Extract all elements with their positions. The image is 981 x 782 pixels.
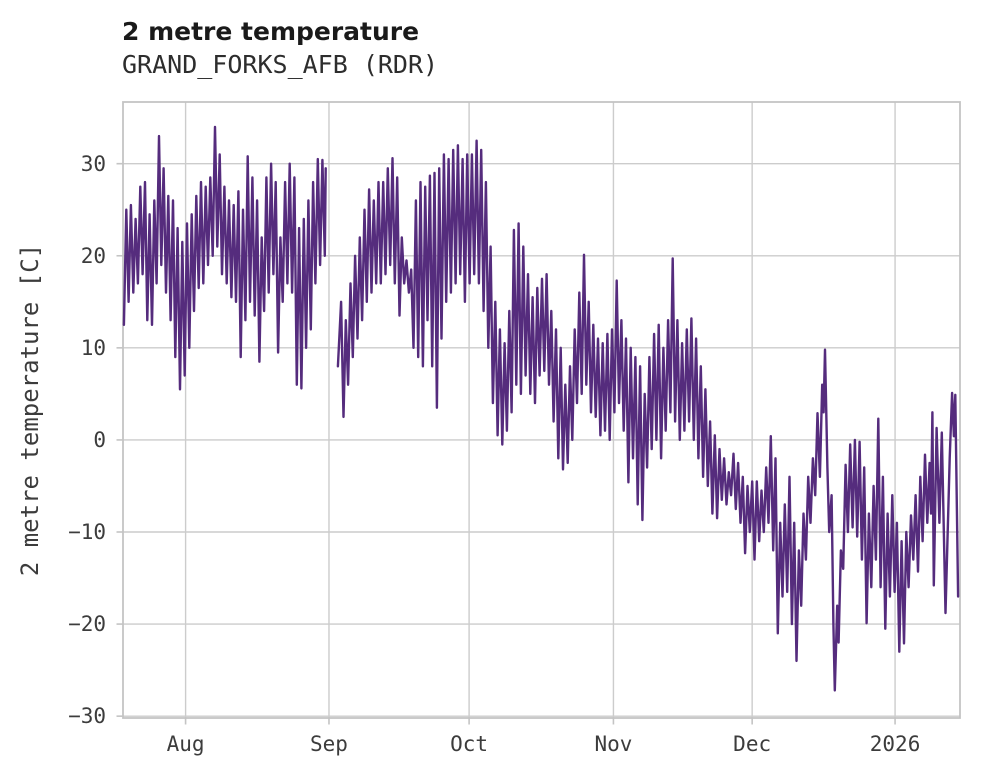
temperature-series-line: [122, 125, 960, 692]
plot-border: [122, 101, 961, 719]
y-tick-label: −20: [68, 612, 106, 637]
x-tick-label: Nov: [594, 732, 633, 756]
y-tick-label: 20: [80, 243, 106, 268]
chart-subtitle: GRAND_FORKS_AFB (RDR): [122, 50, 439, 79]
y-tick-label: −10: [68, 520, 106, 544]
y-tick-label: −30: [68, 704, 106, 729]
y-tick-label: 10: [80, 335, 106, 360]
chart-title: 2 metre temperature: [122, 17, 420, 46]
y-tick-label: 30: [80, 151, 106, 176]
x-tick-label: Dec: [733, 732, 772, 756]
x-tick-label: Aug: [166, 732, 205, 756]
x-tick-label: Sep: [310, 732, 348, 756]
y-tick-label: 0: [93, 427, 106, 452]
x-tick-label: 2026: [869, 732, 921, 756]
x-tick-label: Oct: [450, 732, 489, 756]
